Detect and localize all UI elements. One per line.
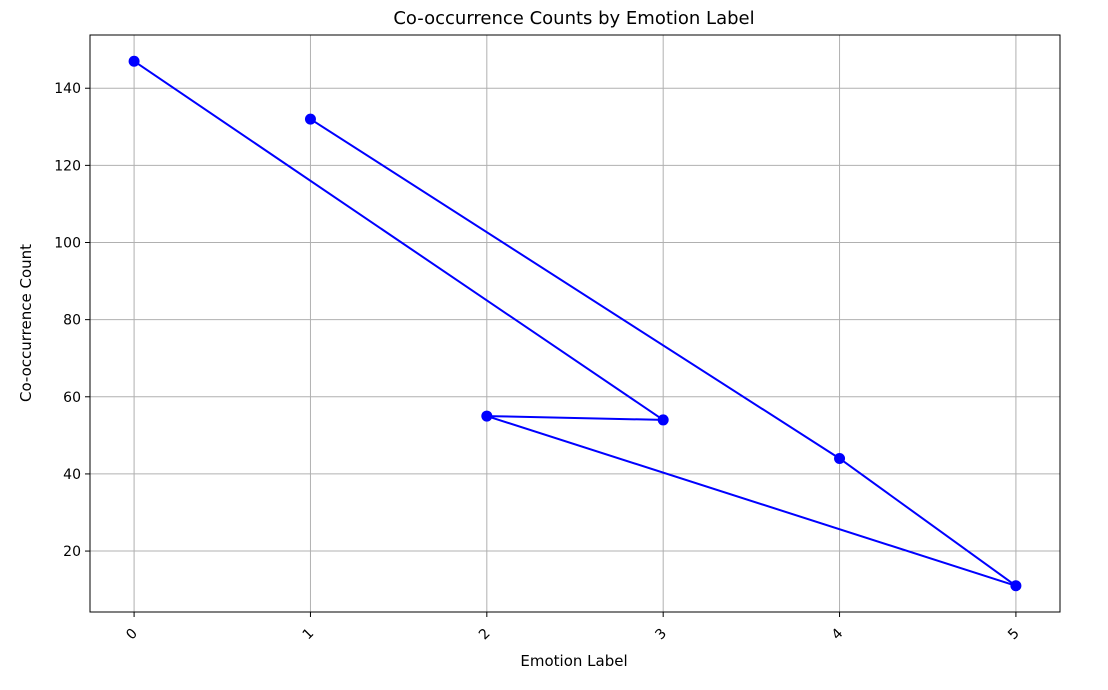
y-tick-label: 80 [63, 313, 81, 329]
x-axis-label: Emotion Label [520, 652, 627, 670]
data-point [657, 414, 669, 426]
data-point [1010, 580, 1022, 592]
y-tick-label: 120 [54, 158, 81, 174]
x-tick-label: 0 [123, 626, 141, 644]
data-point [834, 452, 846, 464]
plot-frame [89, 34, 1061, 613]
y-tick-label: 40 [63, 467, 81, 483]
series-line-group [128, 55, 1022, 592]
series-line [133, 60, 1017, 587]
y-axis-label: Co-occurrence Count [17, 244, 35, 402]
chart-title: Co-occurrence Counts by Emotion Label [393, 8, 754, 29]
x-tick-label: 5 [1005, 626, 1023, 644]
y-tick-label: 20 [63, 544, 81, 560]
y-tick-label: 60 [63, 390, 81, 406]
x-tick-label: 4 [829, 625, 847, 643]
data-point [481, 410, 493, 422]
x-tick-label: 1 [300, 626, 318, 644]
x-axis-ticks: 0 1 2 3 4 5 [123, 612, 1023, 644]
y-tick-label: 140 [54, 81, 81, 97]
data-point [128, 55, 140, 67]
x-tick-label: 2 [476, 626, 494, 644]
data-point [304, 113, 316, 125]
y-tick-label: 100 [54, 236, 81, 252]
y-axis-ticks: 20 40 60 80 100 120 140 [54, 81, 90, 560]
grid [90, 35, 1060, 612]
x-tick-label: 3 [652, 626, 670, 644]
